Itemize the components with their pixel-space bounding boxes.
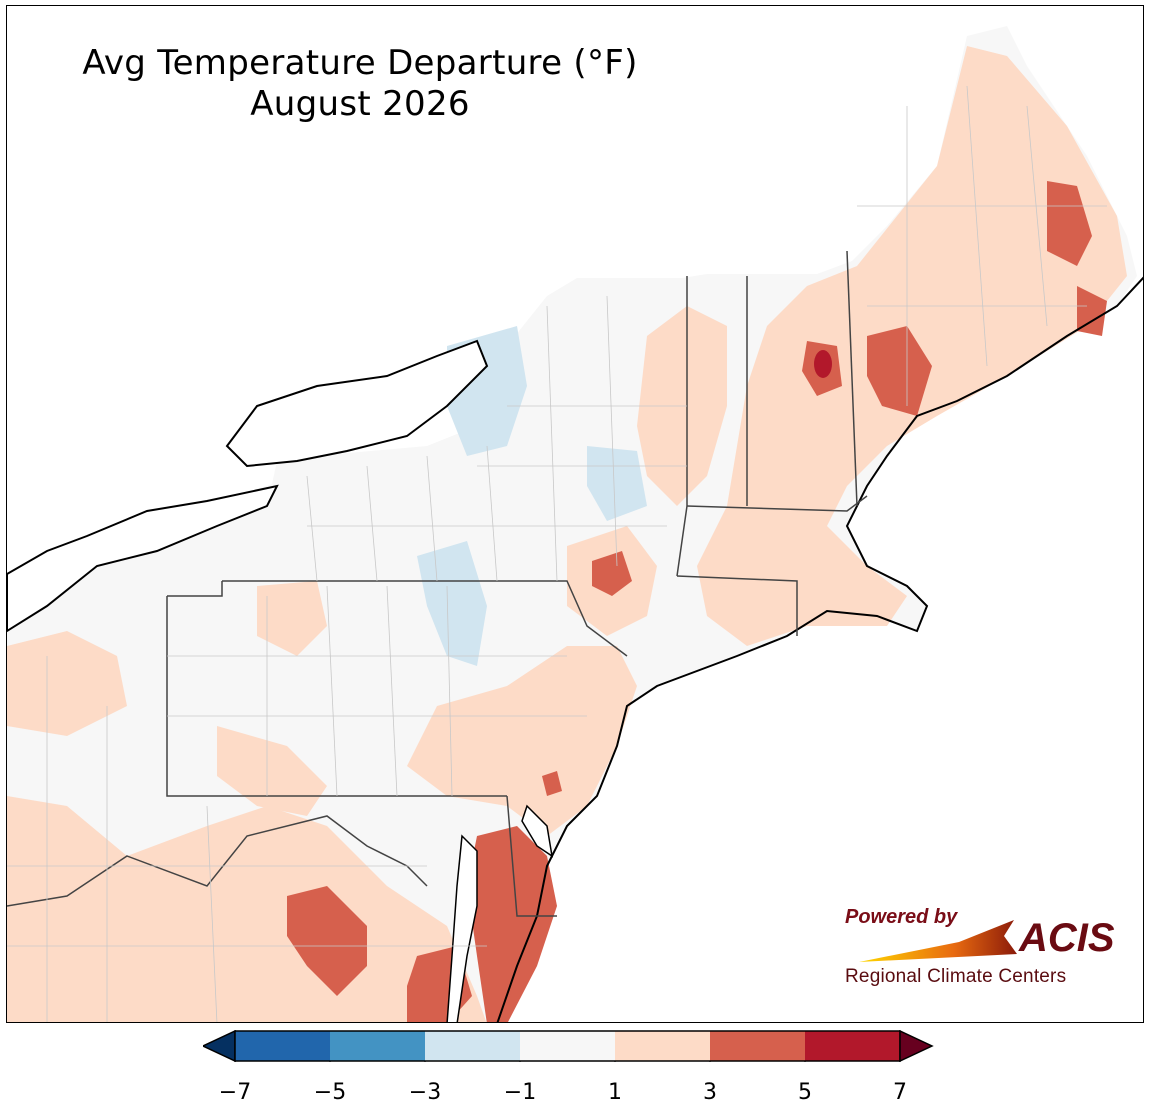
delaware-bay bbox=[521, 804, 554, 858]
colorbar-bin bbox=[425, 1031, 520, 1061]
colorbar-tick-label: 5 bbox=[798, 1080, 812, 1105]
map-subtitle: August 2026 bbox=[250, 84, 470, 124]
warm-region-pa-central bbox=[217, 726, 327, 816]
colorbar-extend-low bbox=[203, 1030, 236, 1062]
logo-powered-by: Powered by bbox=[845, 906, 958, 928]
state-borders bbox=[7, 250, 868, 917]
hot-region-maine-2 bbox=[1077, 286, 1107, 336]
map-frame: Avg Temperature Departure (°F) August 20… bbox=[6, 5, 1144, 1023]
warm-region-oh bbox=[7, 631, 127, 736]
colorbar-tick-label: −7 bbox=[218, 1080, 252, 1105]
colorbar-bin bbox=[805, 1031, 900, 1061]
logo-swoosh-graphic bbox=[859, 920, 1017, 962]
warm-region-pa-west bbox=[257, 581, 327, 656]
lake-ontario bbox=[225, 339, 489, 468]
hot-region-va bbox=[287, 886, 367, 996]
warm-region-se-pa bbox=[407, 646, 637, 836]
colorbar-tick-label: −3 bbox=[408, 1080, 442, 1105]
cool-region-ny-central bbox=[587, 446, 647, 521]
colorbar-tick-label: −5 bbox=[313, 1080, 347, 1105]
very-hot-spot-nh bbox=[814, 350, 832, 378]
county-lines bbox=[7, 85, 1107, 1022]
colorbar-bin bbox=[615, 1031, 710, 1061]
hot-region-ny-east bbox=[592, 551, 632, 596]
logo-subtitle: Regional Climate Centers bbox=[845, 966, 1067, 987]
colorbar-bin bbox=[710, 1031, 805, 1061]
colorbar-bin bbox=[330, 1031, 425, 1061]
colorbar-tick-label: 1 bbox=[608, 1080, 622, 1105]
hot-region-delmarva bbox=[467, 826, 557, 1022]
chesapeake-bay bbox=[446, 834, 478, 1022]
temperature-departure-map bbox=[7, 26, 1143, 1022]
colorbar-tick-label: 7 bbox=[893, 1080, 907, 1105]
lake-erie bbox=[7, 484, 279, 633]
hot-region-nj bbox=[542, 771, 562, 796]
hot-region-nh bbox=[867, 326, 932, 416]
cool-region-pa-ne bbox=[417, 541, 487, 666]
colorbar-bin bbox=[235, 1031, 330, 1061]
map-title: Avg Temperature Departure (°F) bbox=[82, 43, 638, 83]
hot-region-maine-1 bbox=[1047, 181, 1092, 266]
colorbar-tick-label: 3 bbox=[703, 1080, 717, 1105]
colorbar-tick-label: −1 bbox=[503, 1080, 537, 1105]
acis-logo: Powered by ACIS Regional Climate Centers bbox=[839, 906, 1115, 996]
logo-brand: ACIS bbox=[1019, 916, 1115, 960]
colorbar-bin bbox=[520, 1031, 615, 1061]
coastline bbox=[496, 276, 1143, 1022]
colorbar-extend-high bbox=[899, 1030, 934, 1062]
colorbar bbox=[203, 1030, 934, 1062]
